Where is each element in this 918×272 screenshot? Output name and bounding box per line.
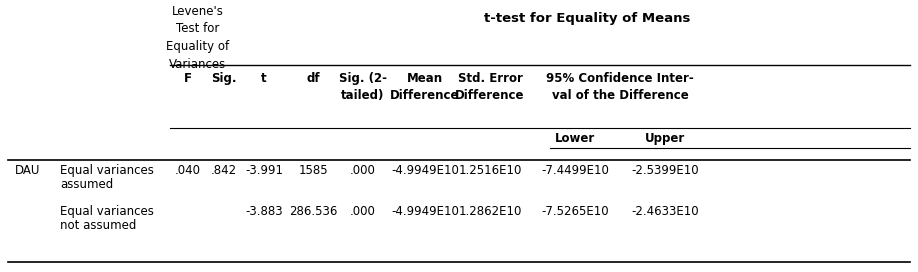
- Text: 1585: 1585: [298, 164, 328, 177]
- Text: -4.9949E10: -4.9949E10: [391, 164, 459, 177]
- Text: Lower: Lower: [554, 132, 595, 145]
- Text: -3.991: -3.991: [245, 164, 283, 177]
- Text: not assumed: not assumed: [60, 219, 137, 232]
- Text: Equal variances: Equal variances: [60, 205, 154, 218]
- Text: -2.4633E10: -2.4633E10: [632, 205, 699, 218]
- Text: Sig. (2-
tailed): Sig. (2- tailed): [339, 72, 387, 102]
- Text: 1.2516E10: 1.2516E10: [458, 164, 521, 177]
- Text: 95% Confidence Inter-
val of the Difference: 95% Confidence Inter- val of the Differe…: [546, 72, 694, 102]
- Text: t: t: [262, 72, 267, 85]
- Text: Equal variances: Equal variances: [60, 164, 154, 177]
- Text: Mean
Difference: Mean Difference: [390, 72, 460, 102]
- Text: .000: .000: [350, 164, 376, 177]
- Text: DAU: DAU: [16, 164, 40, 177]
- Text: -4.9949E10: -4.9949E10: [391, 205, 459, 218]
- Text: .000: .000: [350, 205, 376, 218]
- Text: -7.4499E10: -7.4499E10: [541, 164, 609, 177]
- Text: Levene's
Test for
Equality of
Variances: Levene's Test for Equality of Variances: [166, 5, 230, 70]
- Text: -3.883: -3.883: [245, 205, 283, 218]
- Text: Std. Error
Difference: Std. Error Difference: [455, 72, 525, 102]
- Text: .842: .842: [211, 164, 237, 177]
- Text: assumed: assumed: [60, 178, 113, 191]
- Text: Upper: Upper: [644, 132, 685, 145]
- Text: 286.536: 286.536: [289, 205, 337, 218]
- Text: .040: .040: [175, 164, 201, 177]
- Text: df: df: [307, 72, 319, 85]
- Text: 1.2862E10: 1.2862E10: [458, 205, 521, 218]
- Text: Sig.: Sig.: [211, 72, 237, 85]
- Text: -7.5265E10: -7.5265E10: [542, 205, 609, 218]
- Text: t-test for Equality of Means: t-test for Equality of Means: [484, 12, 690, 25]
- Text: -2.5399E10: -2.5399E10: [632, 164, 699, 177]
- Text: F: F: [184, 72, 192, 85]
